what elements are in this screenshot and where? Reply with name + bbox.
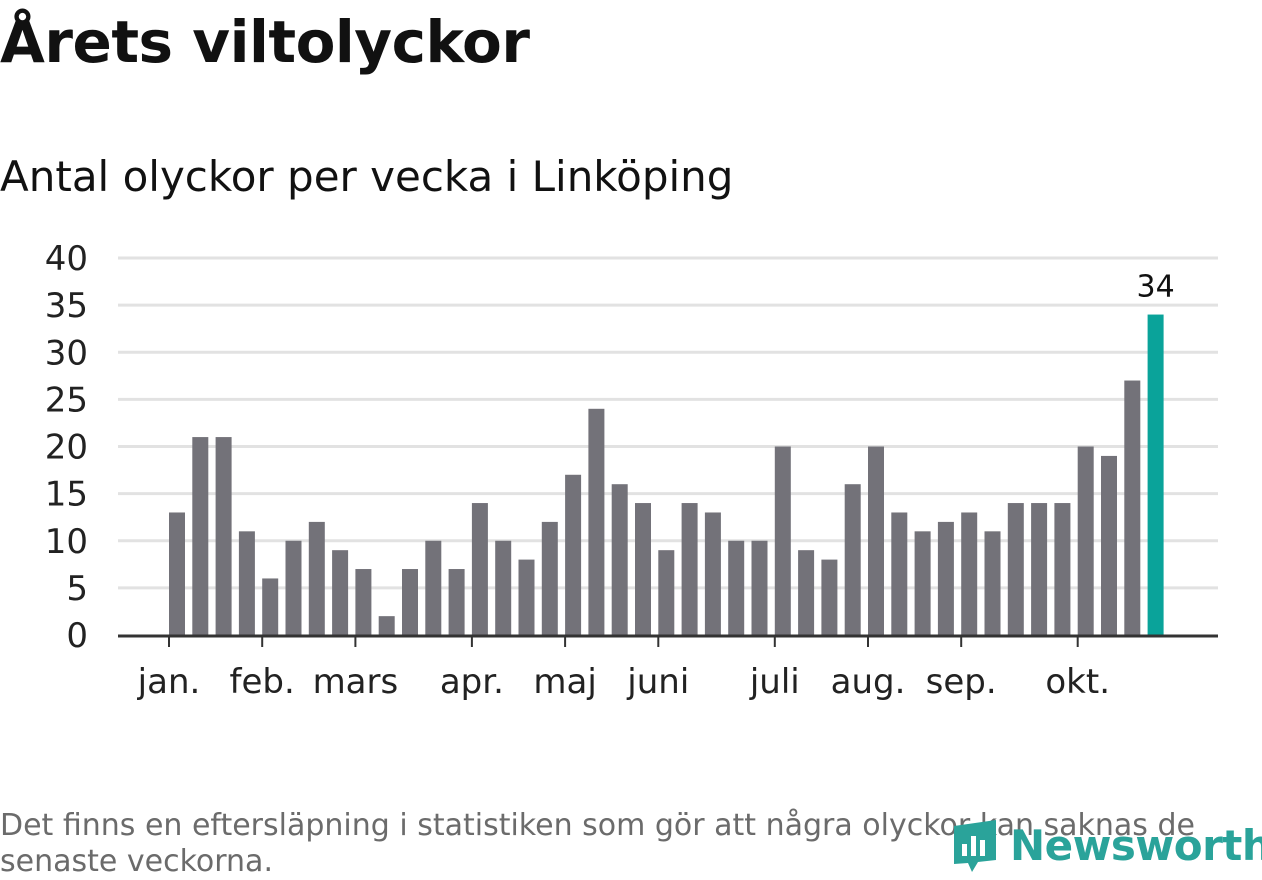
x-tick-label: sep.	[926, 662, 997, 702]
bar	[658, 550, 675, 635]
x-tick-label: maj	[533, 662, 596, 702]
bar	[588, 408, 605, 635]
bar	[774, 446, 791, 635]
bars: 34	[169, 270, 1175, 635]
x-tick-label: aug.	[831, 662, 906, 702]
y-tick-label: 20	[45, 428, 88, 468]
y-tick-label: 0	[66, 616, 88, 656]
bar	[565, 474, 582, 635]
bar	[1031, 503, 1048, 635]
x-tick-label: mars	[313, 662, 399, 702]
bar	[285, 540, 302, 635]
y-tick-label: 30	[45, 333, 88, 373]
bar	[914, 531, 931, 635]
bar	[308, 521, 325, 635]
y-axis-ticks: 0 5 10 15 20 25 30 35 40	[45, 239, 88, 656]
x-tick-label: apr.	[440, 662, 504, 702]
x-tick-label: juni	[626, 662, 689, 702]
y-tick-label: 40	[45, 239, 88, 279]
bar	[1101, 455, 1117, 635]
bar	[169, 512, 185, 635]
bar	[1147, 314, 1164, 635]
y-tick-label: 5	[66, 569, 88, 609]
bar	[984, 531, 1001, 635]
bar	[425, 540, 442, 635]
bar	[1077, 446, 1094, 635]
bar	[868, 446, 884, 635]
chart-subtitle: Antal olyckor per vecka i Linköping	[0, 152, 734, 201]
newsworthy-logo: Newsworthy	[950, 815, 1262, 875]
bar	[448, 569, 465, 635]
x-tick-label: juli	[749, 662, 800, 702]
bar	[355, 569, 372, 635]
chart-title: Årets viltolyckor	[0, 8, 530, 76]
bar	[821, 559, 838, 635]
bar	[471, 503, 488, 635]
y-tick-label: 10	[45, 522, 88, 562]
bar	[751, 540, 768, 635]
bar	[262, 578, 279, 635]
bar	[541, 521, 558, 635]
bar	[1007, 503, 1024, 635]
bar	[844, 484, 861, 635]
newsworthy-logo-icon	[954, 820, 996, 872]
x-tick-label: jan.	[137, 662, 201, 702]
bar	[611, 484, 628, 635]
bar	[495, 540, 512, 635]
y-tick-label: 35	[45, 286, 88, 326]
bar	[798, 550, 815, 635]
bar	[704, 512, 721, 635]
bar	[961, 512, 978, 635]
y-tick-label: 25	[45, 380, 88, 420]
logo-text: Newsworthy	[1010, 820, 1262, 870]
x-axis-ticks: jan. feb. mars apr. maj juni juli aug. sep. okt.	[137, 637, 1110, 702]
bar	[681, 503, 698, 635]
bar	[332, 550, 349, 635]
bar	[238, 531, 255, 635]
bar	[192, 437, 209, 635]
gridlines	[118, 256, 1218, 590]
bar	[728, 540, 745, 635]
bar	[518, 559, 535, 635]
bar	[891, 512, 908, 635]
bar	[402, 569, 418, 635]
bar	[215, 437, 232, 635]
x-tick-label: okt.	[1045, 662, 1110, 702]
bar	[937, 521, 954, 635]
y-tick-label: 15	[45, 475, 88, 515]
x-tick-label: feb.	[230, 662, 295, 702]
bar	[378, 616, 395, 635]
bar-value-label: 34	[1137, 270, 1175, 305]
bar	[1124, 380, 1141, 635]
bar	[635, 503, 651, 635]
bar	[1054, 503, 1071, 635]
